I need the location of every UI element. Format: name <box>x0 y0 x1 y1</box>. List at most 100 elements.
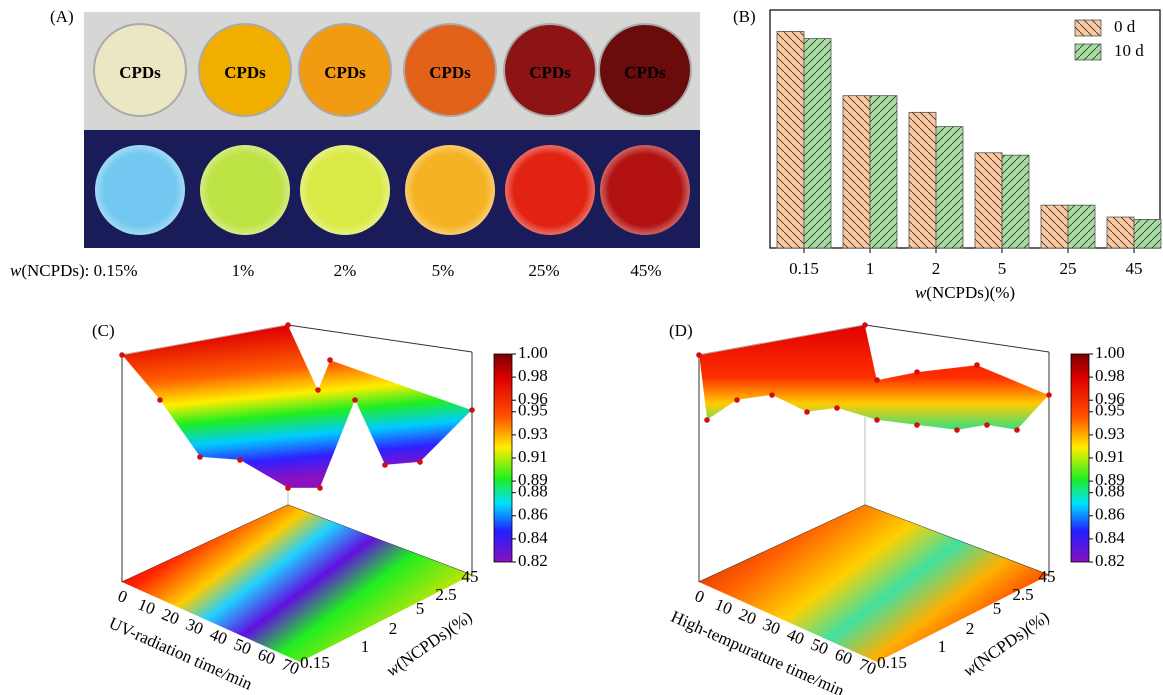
bar-hatch <box>843 96 870 248</box>
y-tick-label: 2.5 <box>435 585 456 604</box>
colorbar-tick-label: 1.00 <box>518 343 548 362</box>
bar-hatch <box>1134 219 1161 248</box>
y-tick-label: 45 <box>462 567 479 586</box>
paper-text: CPDs <box>224 63 266 82</box>
y-tick-label: 2.5 <box>1012 585 1033 604</box>
caption: 25% <box>528 261 559 280</box>
colorbar-tick-label: 0.98 <box>518 366 548 385</box>
bar-hatch <box>975 153 1002 248</box>
surface <box>699 325 1049 430</box>
x-axis-title: w(NCPDs)(%) <box>915 283 1015 302</box>
x-tick-label: 45 <box>1126 259 1143 278</box>
surface-panel: (D)010203040506070High-tempurature time/… <box>668 321 1125 695</box>
panel-label: (B) <box>733 7 756 26</box>
x-tick-label: 10 <box>135 595 158 619</box>
surface-node <box>237 457 243 463</box>
x-tick-label: 20 <box>736 605 759 629</box>
surface-node <box>874 377 880 383</box>
x-tick-label: 1 <box>866 259 875 278</box>
disc-rim <box>200 145 290 235</box>
panel-label: (A) <box>50 7 74 26</box>
legend-label: 0 d <box>1114 17 1136 36</box>
colorbar-tick-label: 0.88 <box>1095 482 1125 501</box>
figure: (A) CPDsCPDsCPDsCPDsCPDsCPDsw(NCPDs): 0.… <box>0 0 1163 695</box>
disc-rim <box>95 145 185 235</box>
colorbar-tick-label: 0.88 <box>518 482 548 501</box>
surface-node <box>954 427 960 433</box>
y-tick-label: 0.15 <box>300 653 330 672</box>
colorbar-tick-label: 0.86 <box>518 505 548 524</box>
surface-node <box>1014 427 1020 433</box>
surface-node <box>327 357 333 363</box>
paper-text: CPDs <box>529 63 571 82</box>
colorbar <box>494 354 512 562</box>
surface-node <box>469 407 475 413</box>
surface-node <box>874 417 880 423</box>
paper-text: CPDs <box>324 63 366 82</box>
surface-node <box>769 392 775 398</box>
surface-node <box>734 397 740 403</box>
bar-hatch <box>1041 205 1068 248</box>
paper-text: CPDs <box>624 63 666 82</box>
box-edge <box>865 325 1049 352</box>
colorbar-tick-label: 0.91 <box>518 447 548 466</box>
surface-node <box>862 322 868 328</box>
disc-rim <box>405 145 495 235</box>
panel-label: (C) <box>92 321 115 340</box>
surface-node <box>197 454 203 460</box>
colorbar-tick-label: 1.00 <box>1095 343 1125 362</box>
bar-hatch <box>804 39 831 248</box>
x-tick-label: 10 <box>712 595 735 619</box>
colorbar-tick-label: 0.91 <box>1095 447 1125 466</box>
bar-hatch <box>870 96 897 248</box>
surface-node <box>315 387 321 393</box>
colorbar-tick-label: 0.86 <box>1095 505 1125 524</box>
colorbar-tick-label: 0.95 <box>518 401 548 420</box>
surface-node <box>382 462 388 468</box>
x-tick-label: 25 <box>1060 259 1077 278</box>
y-tick-label: 0.15 <box>877 653 907 672</box>
caption: 2% <box>334 261 357 280</box>
y-tick-label: 5 <box>993 599 1002 618</box>
paper-text: CPDs <box>429 63 471 82</box>
surface-node <box>285 322 291 328</box>
y-tick-label: 1 <box>361 637 370 656</box>
bar-hatch <box>1068 205 1095 248</box>
panel-label: (D) <box>669 321 693 340</box>
surface-node <box>285 485 291 491</box>
surface-node <box>352 397 358 403</box>
surface-node <box>1046 392 1052 398</box>
colorbar-tick-label: 0.93 <box>518 424 548 443</box>
surface-node <box>834 405 840 411</box>
surface-node <box>417 459 423 465</box>
caption: 1% <box>232 261 255 280</box>
surface-node <box>974 362 980 368</box>
y-tick-label: 2 <box>389 619 398 638</box>
bar-hatch <box>777 31 804 248</box>
disc-rim <box>300 145 390 235</box>
colorbar <box>1071 354 1089 562</box>
disc-rim <box>505 145 595 235</box>
caption: w(NCPDs): 0.15% <box>10 261 138 280</box>
surface-node <box>984 422 990 428</box>
x-tick-label: 0 <box>692 586 707 607</box>
legend-hatch <box>1075 44 1101 60</box>
y-tick-label: 2 <box>966 619 975 638</box>
surface-node <box>804 409 810 415</box>
surface-node <box>696 352 702 358</box>
x-tick-label: 0.15 <box>789 259 819 278</box>
legend-hatch <box>1075 20 1101 36</box>
y-tick-label: 45 <box>1039 567 1056 586</box>
y-tick-label: 5 <box>416 599 425 618</box>
caption: 45% <box>630 261 661 280</box>
box-edge <box>288 325 472 352</box>
surface-node <box>157 397 163 403</box>
colorbar-tick-label: 0.98 <box>1095 366 1125 385</box>
colorbar-tick-label: 0.82 <box>518 551 548 570</box>
colorbar-tick-label: 0.82 <box>1095 551 1125 570</box>
bar-hatch <box>909 112 936 248</box>
y-tick-label: 1 <box>938 637 947 656</box>
x-tick-label: 2 <box>932 259 941 278</box>
x-tick-label: 20 <box>159 605 182 629</box>
